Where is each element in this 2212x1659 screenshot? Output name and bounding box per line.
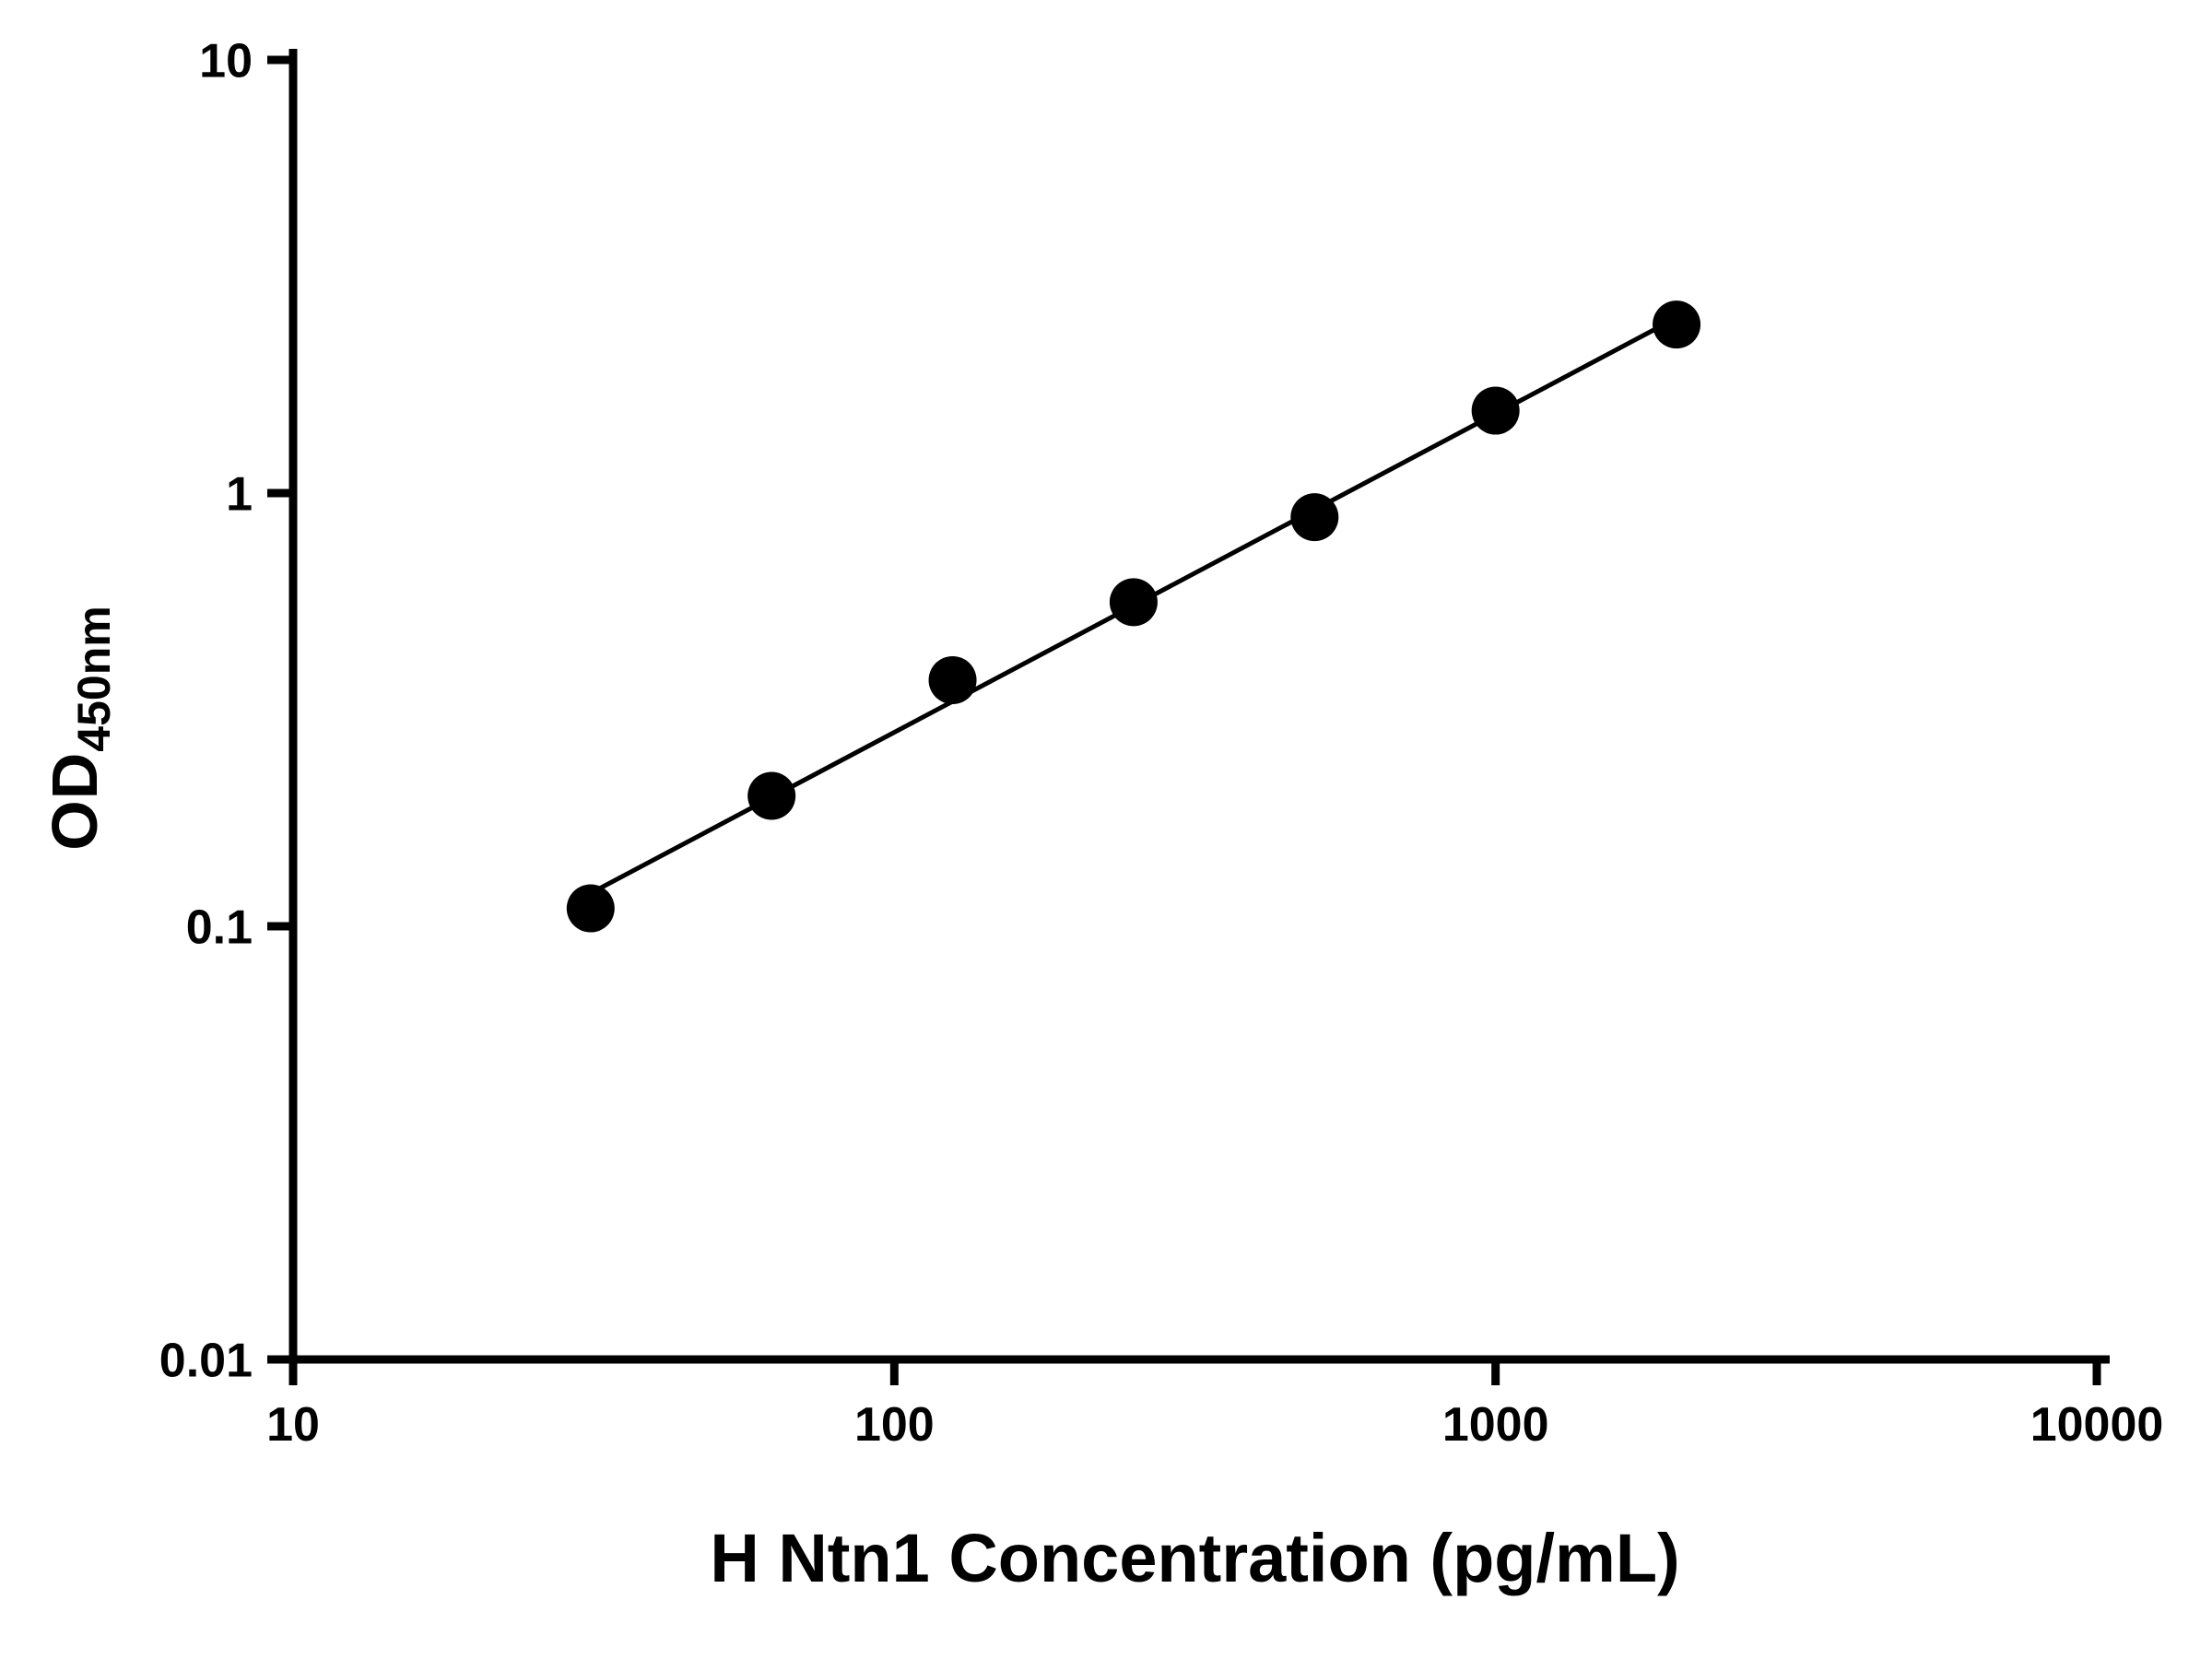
x-tick-label: 10000 [2030, 1398, 2164, 1452]
y-axis-label-sub: 450nm [68, 606, 120, 752]
data-point [928, 655, 977, 704]
x-tick-label: 1000 [1442, 1398, 1549, 1452]
data-point [566, 884, 615, 933]
data-point [747, 771, 796, 820]
data-point [1109, 578, 1158, 627]
x-tick-label: 10 [266, 1398, 320, 1452]
y-axis-label-main: OD [39, 751, 111, 851]
y-tick-label: 10 [199, 35, 253, 88]
x-axis-label: H Ntn1 Concentration (pg/mL) [710, 1520, 1680, 1596]
axis-spine [288, 49, 2110, 1364]
data-point [1471, 386, 1520, 435]
data-point [1653, 300, 1701, 349]
y-tick-label: 1 [226, 468, 253, 522]
y-tick-label: 0.01 [159, 1335, 253, 1388]
x-tick-label: 100 [854, 1398, 935, 1452]
y-axis-label: OD450nm [38, 606, 121, 850]
data-point [1290, 493, 1339, 542]
y-tick-label: 0.1 [186, 901, 253, 955]
